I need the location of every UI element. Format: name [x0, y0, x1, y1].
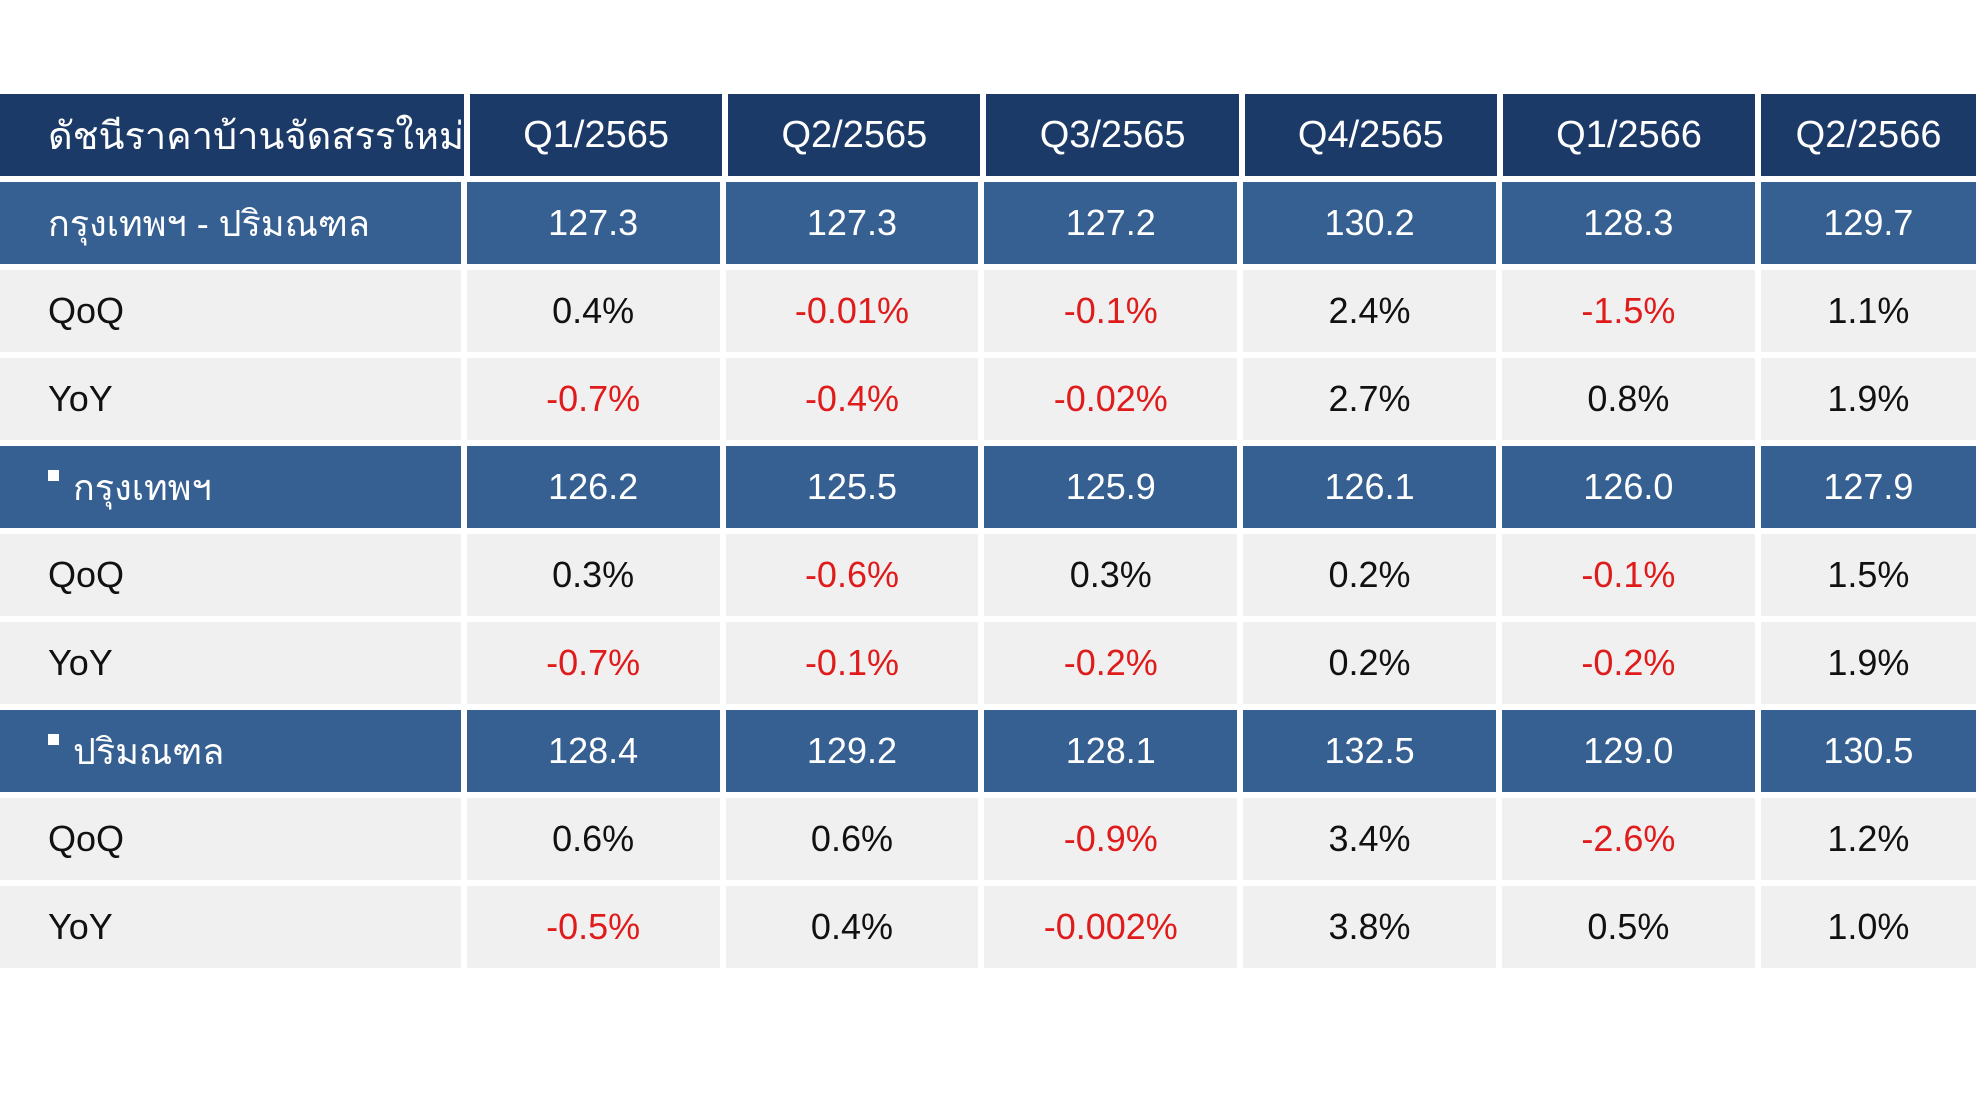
- value-cell: 127.9: [1760, 446, 1976, 528]
- value-cell: -0.1%: [725, 622, 979, 704]
- change-row: QoQ 0.4% -0.01% -0.1% 2.4% -1.5% 1.1%: [0, 270, 1976, 358]
- value-cell: 0.8%: [1501, 358, 1755, 440]
- value-cell: 0.2%: [1243, 534, 1496, 616]
- row-label: YoY: [48, 378, 113, 419]
- value-cell: 0.2%: [1243, 622, 1496, 704]
- value-cell: -0.6%: [725, 534, 979, 616]
- value-cell: 0.4%: [466, 270, 720, 352]
- square-bullet-icon: [48, 733, 59, 745]
- value-cell: 126.0: [1501, 446, 1755, 528]
- value-cell: 130.2: [1243, 182, 1496, 264]
- value-cell: 1.0%: [1760, 886, 1976, 968]
- value-cell: 128.1: [984, 710, 1238, 792]
- value-cell: 127.2: [984, 182, 1238, 264]
- value-cell: 1.5%: [1760, 534, 1976, 616]
- value-cell: -0.4%: [725, 358, 979, 440]
- value-cell: 1.2%: [1760, 798, 1976, 880]
- value-cell: -0.01%: [725, 270, 979, 352]
- value-cell: -1.5%: [1501, 270, 1755, 352]
- row-label-cell: YoY: [0, 886, 461, 968]
- value-cell: 2.4%: [1243, 270, 1496, 352]
- header-cell-q4-2565: Q4/2565: [1244, 94, 1497, 176]
- value-cell: 125.9: [984, 446, 1238, 528]
- value-cell: 127.3: [725, 182, 979, 264]
- index-row: ปริมณฑล 128.4 129.2 128.1 132.5 129.0 130.5: [0, 710, 1976, 798]
- row-label: QoQ: [48, 818, 125, 859]
- value-cell: -0.1%: [984, 270, 1238, 352]
- row-label-cell: YoY: [0, 622, 461, 704]
- value-cell: 128.3: [1501, 182, 1755, 264]
- row-label-cell: ปริมณฑล: [0, 710, 461, 792]
- value-cell: 129.2: [725, 710, 979, 792]
- header-cell-label: ดัชนีราคาบ้านจัดสรรใหม่: [0, 94, 464, 176]
- row-label: กรุงเทพฯ - ปริมณฑล: [48, 202, 370, 244]
- value-cell: -0.1%: [1501, 534, 1755, 616]
- value-cell: 129.0: [1501, 710, 1755, 792]
- change-row: QoQ 0.3% -0.6% 0.3% 0.2% -0.1% 1.5%: [0, 534, 1976, 622]
- value-cell: -0.2%: [984, 622, 1238, 704]
- value-cell: 2.7%: [1243, 358, 1496, 440]
- value-cell: 126.1: [1243, 446, 1496, 528]
- row-label-cell: กรุงเทพฯ - ปริมณฑล: [0, 182, 461, 264]
- value-cell: 3.4%: [1243, 798, 1496, 880]
- row-label-cell: กรุงเทพฯ: [0, 446, 461, 528]
- value-cell: 1.9%: [1760, 358, 1976, 440]
- row-label-cell: YoY: [0, 358, 461, 440]
- table-body: กรุงเทพฯ - ปริมณฑล 127.3 127.3 127.2 130.2 12…: [0, 182, 1976, 974]
- change-row: QoQ 0.6% 0.6% -0.9% 3.4% -2.6% 1.2%: [0, 798, 1976, 886]
- value-cell: 0.4%: [725, 886, 979, 968]
- row-label-cell: QoQ: [0, 270, 461, 352]
- value-cell: -0.7%: [466, 358, 720, 440]
- header-cell-q1-2566: Q1/2566: [1502, 94, 1756, 176]
- header-cell-q1-2565: Q1/2565: [470, 94, 723, 176]
- index-row: กรุงเทพฯ - ปริมณฑล 127.3 127.3 127.2 130.2 12…: [0, 182, 1976, 270]
- change-row: YoY -0.7% -0.1% -0.2% 0.2% -0.2% 1.9%: [0, 622, 1976, 710]
- change-row: YoY -0.7% -0.4% -0.02% 2.7% 0.8% 1.9%: [0, 358, 1976, 446]
- header-cell-q3-2565: Q3/2565: [986, 94, 1239, 176]
- square-bullet-icon: [48, 469, 59, 481]
- value-cell: 132.5: [1243, 710, 1496, 792]
- value-cell: -0.9%: [984, 798, 1238, 880]
- row-label: กรุงเทพฯ: [73, 466, 212, 508]
- row-label-cell: QoQ: [0, 534, 461, 616]
- value-cell: 0.6%: [725, 798, 979, 880]
- value-cell: 127.3: [466, 182, 720, 264]
- value-cell: 0.3%: [984, 534, 1238, 616]
- value-cell: 126.2: [466, 446, 720, 528]
- change-row: YoY -0.5% 0.4% -0.002% 3.8% 0.5% 1.0%: [0, 886, 1976, 974]
- row-label: YoY: [48, 642, 113, 683]
- value-cell: 0.6%: [466, 798, 720, 880]
- value-cell: 3.8%: [1243, 886, 1496, 968]
- value-cell: -0.2%: [1501, 622, 1755, 704]
- value-cell: 1.9%: [1760, 622, 1976, 704]
- value-cell: 129.7: [1760, 182, 1976, 264]
- value-cell: -0.02%: [984, 358, 1238, 440]
- table-header-row: ดัชนีราคาบ้านจัดสรรใหม่ Q1/2565 Q2/2565 …: [0, 94, 1976, 182]
- row-label: YoY: [48, 906, 113, 947]
- value-cell: 128.4: [466, 710, 720, 792]
- row-label: ปริมณฑล: [73, 730, 225, 772]
- value-cell: -2.6%: [1501, 798, 1755, 880]
- value-cell: 125.5: [725, 446, 979, 528]
- value-cell: 130.5: [1760, 710, 1976, 792]
- value-cell: 0.5%: [1501, 886, 1755, 968]
- row-label: QoQ: [48, 554, 125, 595]
- value-cell: 1.1%: [1760, 270, 1976, 352]
- value-cell: 0.3%: [466, 534, 720, 616]
- header-cell-q2-2565: Q2/2565: [728, 94, 981, 176]
- value-cell: -0.7%: [466, 622, 720, 704]
- price-index-table: ดัชนีราคาบ้านจัดสรรใหม่ Q1/2565 Q2/2565 …: [0, 94, 1976, 974]
- index-row: กรุงเทพฯ 126.2 125.5 125.9 126.1 126.0 127.9: [0, 446, 1976, 534]
- value-cell: -0.5%: [466, 886, 720, 968]
- header-cell-q2-2566: Q2/2566: [1761, 94, 1976, 176]
- row-label: QoQ: [48, 290, 125, 331]
- value-cell: -0.002%: [984, 886, 1238, 968]
- row-label-cell: QoQ: [0, 798, 461, 880]
